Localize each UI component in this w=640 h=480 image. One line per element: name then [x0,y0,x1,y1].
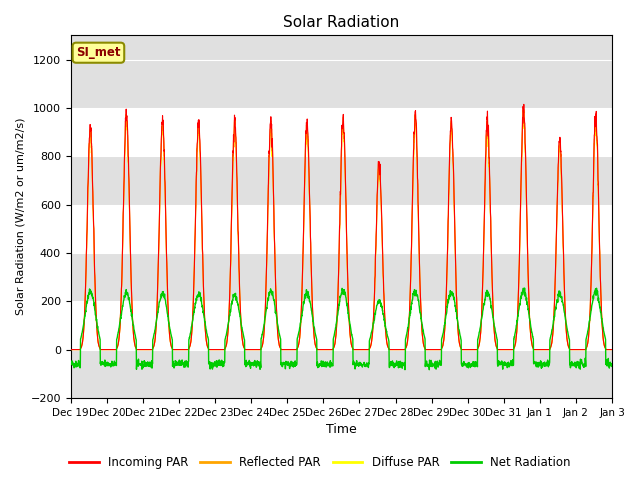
X-axis label: Time: Time [326,423,356,436]
Legend: Incoming PAR, Reflected PAR, Diffuse PAR, Net Radiation: Incoming PAR, Reflected PAR, Diffuse PAR… [65,452,575,474]
Bar [71,349,612,398]
Bar [71,108,612,156]
Text: SI_met: SI_met [76,46,121,59]
Bar [71,156,612,204]
Bar [71,204,612,253]
Y-axis label: Solar Radiation (W/m2 or um/m2/s): Solar Radiation (W/m2 or um/m2/s) [15,118,25,315]
Bar [71,253,612,301]
Bar [71,60,612,108]
Bar [71,301,612,349]
Title: Solar Radiation: Solar Radiation [284,15,399,30]
